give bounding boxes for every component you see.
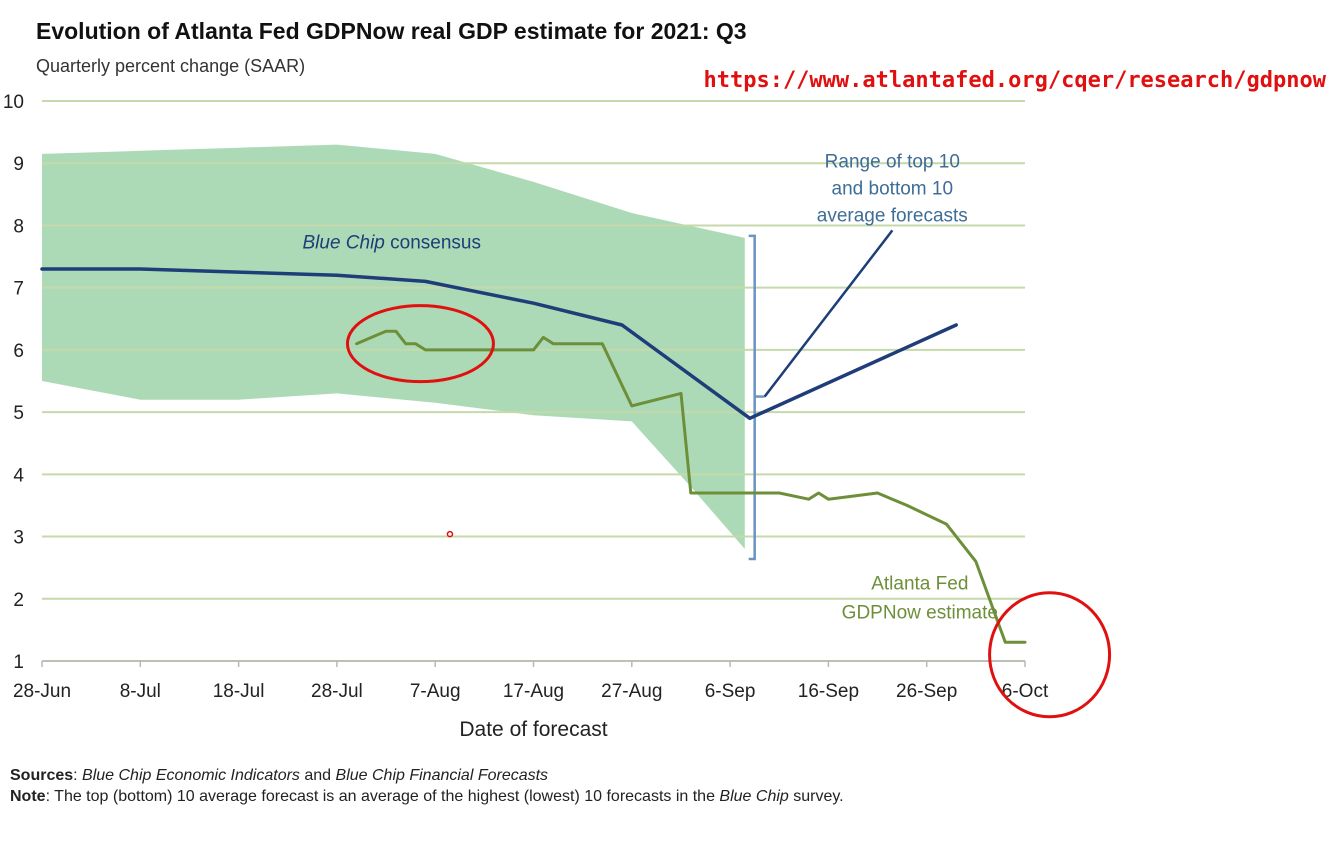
series-line-1 — [355, 329, 1027, 644]
range-bracket — [748, 234, 756, 561]
footnote: Sources: Blue Chip Economic Indicators a… — [10, 766, 1050, 808]
annotation-blue-chip-italic: Blue Chip — [302, 232, 384, 253]
sources-and: and — [299, 767, 336, 784]
highlight-dot — [446, 530, 454, 538]
source-url[interactable]: https://www.atlantafed.org/cqer/research… — [703, 68, 1326, 93]
y-tick-label-2: 2 — [13, 590, 24, 611]
note-line: Note: The top (bottom) 10 average foreca… — [10, 787, 1050, 808]
annotation-blue-chip-consensus: Blue Chip consensus — [302, 232, 481, 253]
x-tick-label-6: 27-Aug — [601, 681, 662, 702]
y-tick-label-1: 1 — [13, 652, 24, 673]
forecast-range-band — [42, 144, 745, 549]
y-tick-label-5: 5 — [13, 403, 24, 424]
chart-title: Evolution of Atlanta Fed GDPNow real GDP… — [36, 18, 747, 44]
y-tick-label-7: 7 — [13, 279, 24, 300]
x-axis-title: Date of forecast — [459, 718, 607, 741]
x-tick-label-1: 8-Jul — [120, 681, 161, 702]
x-tick-label-3: 28-Jul — [311, 681, 363, 702]
x-tick-label-2: 18-Jul — [213, 681, 265, 702]
sources-label: Sources — [10, 767, 74, 784]
note-text-1: : The top (bottom) 10 average forecast i… — [45, 787, 720, 805]
note-text-2: survey. — [788, 787, 844, 805]
annotation-gdpnow-line-1: GDPNow estimate — [842, 602, 998, 623]
highlight-ellipse-early-august — [345, 304, 495, 384]
y-tick-label-9: 9 — [13, 154, 24, 175]
chart-subtitle: Quarterly percent change (SAAR) — [36, 56, 306, 76]
annotation-range-leader — [763, 229, 894, 398]
annotation-range-line-1: and bottom 10 — [832, 179, 953, 200]
x-tick-label-10: 6-Oct — [1002, 681, 1049, 702]
x-tick-label-8: 16-Sep — [798, 681, 859, 702]
y-tick-label-8: 8 — [13, 216, 24, 237]
sources-text-2: Blue Chip Financial Forecasts — [335, 767, 549, 784]
annotation-range-line-0: Range of top 10 — [825, 152, 960, 173]
x-tick-label-9: 26-Sep — [896, 681, 957, 702]
sources-line: Sources: Blue Chip Economic Indicators a… — [10, 767, 549, 784]
annotation-gdpnow-line-0: Atlanta Fed — [871, 573, 968, 594]
chart-plot: Blue Chip consensus Range of top 10 and bo… — [3, 92, 1112, 741]
annotation-consensus-word: consensus — [385, 232, 481, 253]
y-tick-label-10: 10 — [3, 92, 24, 113]
highlight-circle-october — [988, 591, 1112, 719]
y-tick-label-6: 6 — [13, 341, 24, 362]
annotation-range-line-2: average forecasts — [817, 206, 968, 227]
x-tick-label-7: 6-Sep — [705, 681, 756, 702]
note-italic: Blue Chip — [719, 787, 789, 805]
sources-text-1: Blue Chip Economic Indicators — [82, 767, 300, 784]
x-tick-label-5: 17-Aug — [503, 681, 564, 702]
y-tick-label-4: 4 — [13, 465, 24, 486]
series-line-0 — [40, 267, 958, 421]
note-label: Note — [10, 787, 46, 805]
x-tick-label-4: 7-Aug — [410, 681, 461, 702]
x-tick-label-0: 28-Jun — [13, 681, 71, 702]
y-tick-label-3: 3 — [13, 528, 24, 549]
